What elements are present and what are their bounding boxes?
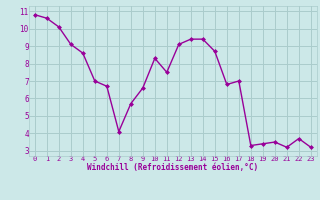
X-axis label: Windchill (Refroidissement éolien,°C): Windchill (Refroidissement éolien,°C) xyxy=(87,163,258,172)
